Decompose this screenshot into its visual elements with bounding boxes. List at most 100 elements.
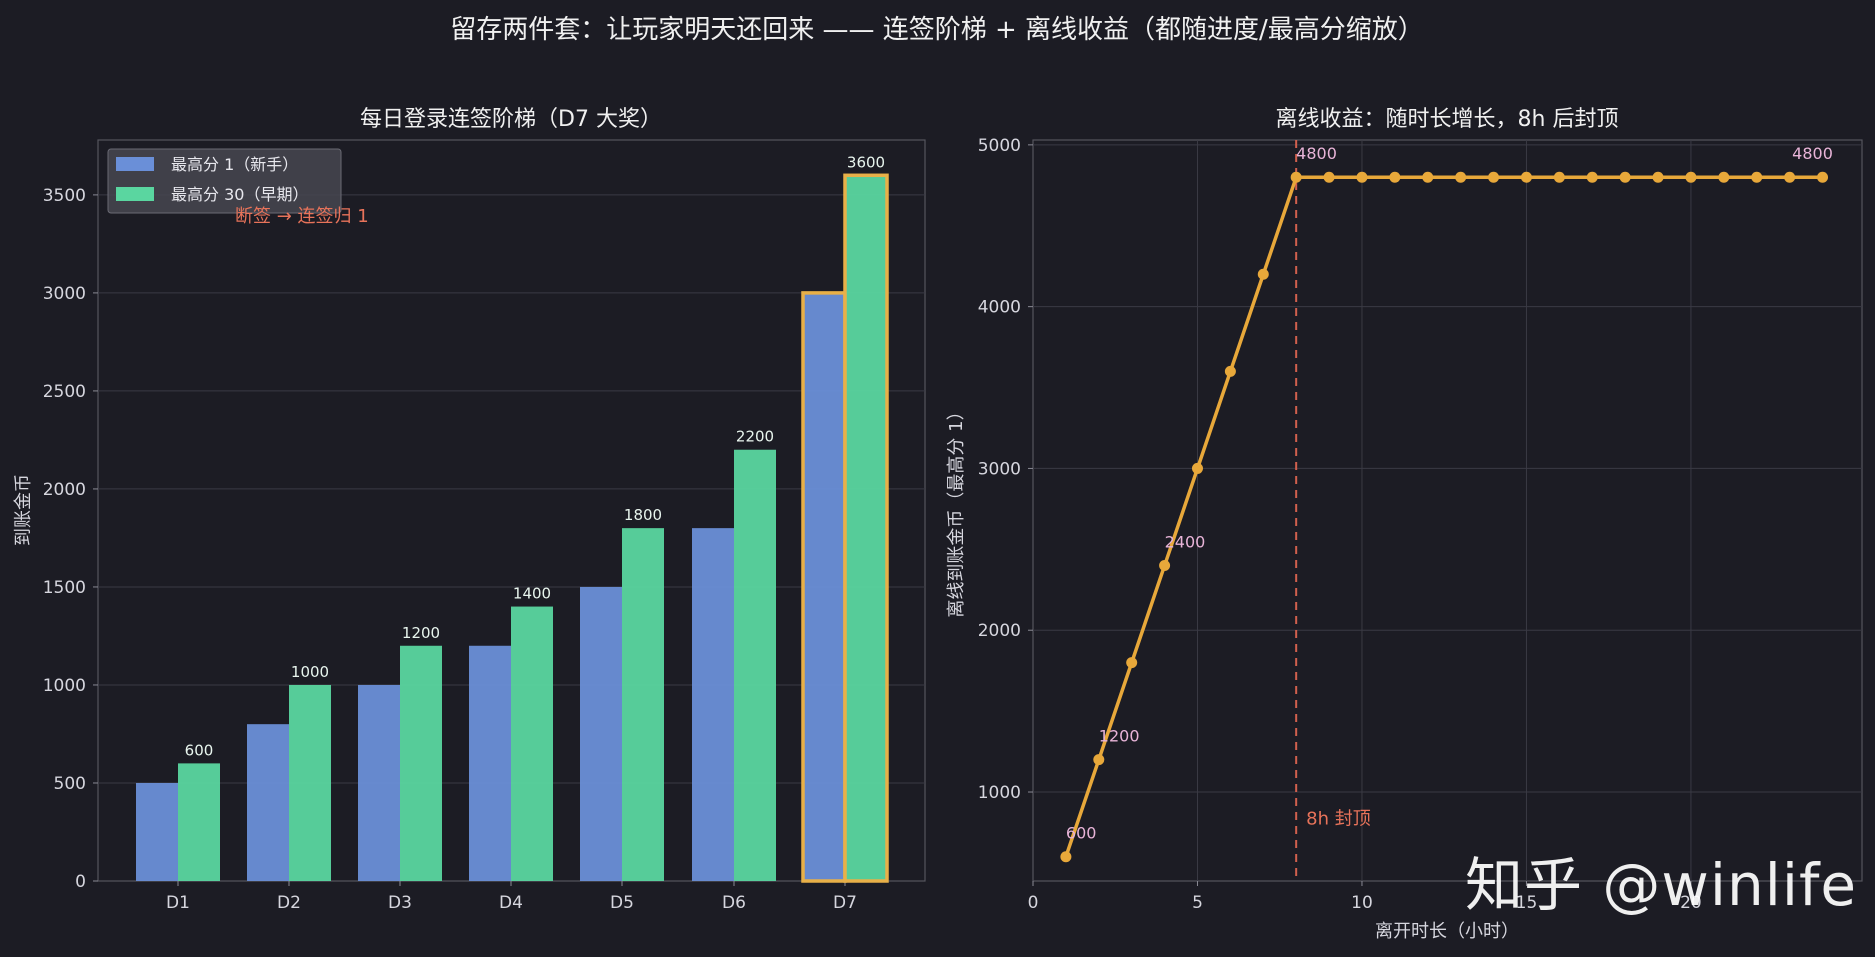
- left-y-tick-label: 1000: [43, 676, 86, 696]
- data-point-h1: [1060, 851, 1072, 863]
- left-x-ticks: D1 D2 D3 D4 D5 D6 D7: [166, 881, 857, 913]
- legend-box: [107, 148, 342, 214]
- bar-d4-early: [511, 606, 553, 881]
- data-point-h9: [1323, 171, 1335, 183]
- bar-d5-early: [622, 528, 664, 881]
- left-y-tick-label: 0: [75, 872, 86, 892]
- point-value-label: 4800: [1792, 144, 1833, 163]
- figure-title: 留存两件套：让玩家明天还回来 —— 连签阶梯 + 离线收益（都随进度/最高分缩放…: [450, 15, 1424, 45]
- bar-value-label: 1400: [513, 585, 551, 603]
- left-x-tick-label: D4: [499, 893, 523, 913]
- bar-value-label: 3600: [847, 153, 885, 171]
- data-point-h23: [1784, 171, 1796, 183]
- point-value-label: 600: [1066, 824, 1097, 843]
- left-y-tick-label: 2500: [43, 382, 86, 402]
- left-y-tick-label: 500: [54, 774, 86, 794]
- left-x-tick-label: D7: [833, 893, 857, 913]
- offline-income-line: [1064, 175, 1823, 858]
- bar-d7-novice: [801, 291, 847, 883]
- point-value-label: 2400: [1165, 533, 1206, 552]
- legend-label-early: 最高分 30（早期）: [171, 185, 308, 204]
- left-x-tick-label: D5: [610, 893, 634, 913]
- data-point-h7: [1257, 268, 1269, 280]
- bar-d2-early: [289, 684, 331, 881]
- right-y-ticks: 1000 2000 3000 4000 5000: [978, 136, 1033, 803]
- data-point-h15: [1520, 171, 1532, 183]
- data-point-h3: [1126, 657, 1138, 669]
- legend-swatch-early: [116, 187, 154, 201]
- bar-value-label: 1800: [624, 506, 662, 524]
- data-point-h14: [1488, 171, 1500, 183]
- data-point-h6: [1224, 365, 1236, 377]
- right-y-tick-label: 3000: [978, 459, 1021, 479]
- right-x-tick-label: 15: [1516, 893, 1538, 913]
- left-y-tick-label: 1500: [43, 578, 86, 598]
- left-x-tick-label: D3: [388, 893, 412, 913]
- data-point-h22: [1751, 171, 1763, 183]
- data-point-h17: [1586, 171, 1598, 183]
- bar-value-label: 2200: [736, 428, 774, 446]
- right-x-tick-label: 20: [1680, 893, 1702, 913]
- bar-d4-novice: [469, 645, 511, 881]
- data-point-h4: [1159, 560, 1171, 572]
- data-point-h21: [1718, 171, 1730, 183]
- legend-swatch-novice: [116, 157, 154, 171]
- left-x-tick-label: D1: [166, 893, 190, 913]
- point-value-label: 1200: [1099, 727, 1140, 746]
- offline-point-labels: 600 1200 2400 4800 4800: [1066, 144, 1833, 843]
- left-legend: 最高分 1（新手） 最高分 30（早期）: [107, 148, 342, 214]
- data-point-h24: [1817, 171, 1829, 183]
- point-value-label: 4800: [1296, 144, 1337, 163]
- offline-income-points: [1060, 171, 1829, 863]
- data-point-h13: [1455, 171, 1467, 183]
- right-y-tick-label: 4000: [978, 298, 1021, 318]
- left-y-tick-label: 3500: [43, 186, 86, 206]
- bar-d7-early: [843, 173, 889, 883]
- bar-d5-novice: [580, 586, 622, 881]
- bar-d1-early: [178, 763, 220, 881]
- watermark: 知乎 @winlife: [1465, 851, 1858, 919]
- left-y-tick-label: 3000: [43, 284, 86, 304]
- data-point-h5: [1191, 462, 1203, 474]
- data-point-h19: [1652, 171, 1664, 183]
- legend-label-novice: 最高分 1（新手）: [171, 155, 298, 174]
- bar-d3-early: [400, 645, 442, 881]
- left-value-labels: 600 1000 1200 1400 1800 2200 3600: [185, 153, 885, 759]
- right-y-tick-label: 2000: [978, 621, 1021, 641]
- data-point-h10: [1356, 171, 1368, 183]
- bar-value-label: 600: [185, 741, 214, 759]
- cap-label: 8h 封顶: [1306, 808, 1371, 829]
- data-point-h20: [1685, 171, 1697, 183]
- right-chart-title: 离线收益：随时长增长，8h 后封顶: [1276, 107, 1619, 132]
- streak-break-annotation: 断签 → 连签归 1: [235, 206, 369, 227]
- right-x-tick-label: 10: [1351, 893, 1373, 913]
- left-x-tick-label: D2: [277, 893, 301, 913]
- data-point-h16: [1553, 171, 1565, 183]
- right-x-ticks: 0 5 10 15 20: [1028, 881, 1702, 913]
- left-x-tick-label: D6: [722, 893, 746, 913]
- right-x-tick-label: 5: [1192, 893, 1203, 913]
- left-y-ticks: 0 500 1000 1500 2000 2500 3000 3500: [43, 186, 98, 892]
- left-chart-title: 每日登录连签阶梯（D7 大奖）: [360, 107, 662, 132]
- data-point-h8: [1290, 171, 1302, 183]
- bar-d3-novice: [358, 684, 400, 881]
- bar-value-label: 1000: [291, 663, 329, 681]
- left-bars: [136, 173, 889, 883]
- bar-d1-novice: [136, 782, 178, 881]
- right-x-axis-label: 离开时长（小时）: [1375, 921, 1519, 942]
- bar-value-label: 1200: [402, 624, 440, 642]
- bar-d6-novice: [692, 528, 734, 881]
- right-plot-frame: [1032, 139, 1863, 882]
- right-y-tick-label: 5000: [978, 136, 1021, 156]
- left-gridlines: [98, 194, 925, 784]
- left-y-axis-label: 到账金币: [13, 474, 34, 546]
- right-gridlines: [1033, 140, 1862, 881]
- right-x-tick-label: 0: [1028, 893, 1039, 913]
- offline-income-chart: 1000 2000 3000 4000 5000 0 5 10 15 20 8h 封顶 600 1…: [946, 107, 1863, 942]
- right-y-tick-label: 1000: [978, 783, 1021, 803]
- data-point-h12: [1422, 171, 1434, 183]
- left-y-tick-label: 2000: [43, 480, 86, 500]
- data-point-h2: [1093, 754, 1105, 766]
